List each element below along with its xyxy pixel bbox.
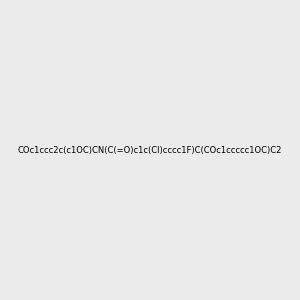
Text: COc1ccc2c(c1OC)CN(C(=O)c1c(Cl)cccc1F)C(COc1ccccc1OC)C2: COc1ccc2c(c1OC)CN(C(=O)c1c(Cl)cccc1F)C(C…	[18, 146, 282, 154]
